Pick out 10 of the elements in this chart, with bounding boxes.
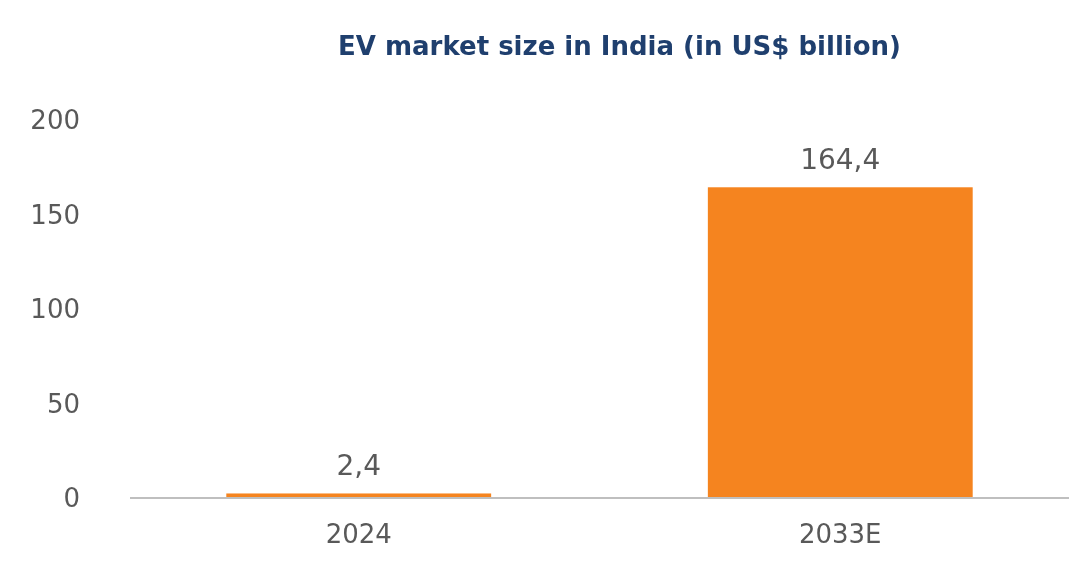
x-tick-label: 2033E <box>798 519 882 549</box>
data-label: 2,4 <box>336 449 381 483</box>
y-tick-label: 50 <box>46 388 80 419</box>
y-tick-label: 0 <box>63 483 80 514</box>
data-label: 164,4 <box>800 143 881 177</box>
y-tick-label: 100 <box>30 294 80 325</box>
chart-title: EV market size in India (in US$ billion) <box>338 31 901 61</box>
y-tick-label: 150 <box>30 199 80 230</box>
x-tick-label: 2024 <box>325 519 392 549</box>
y-tick-label: 200 <box>30 105 80 136</box>
